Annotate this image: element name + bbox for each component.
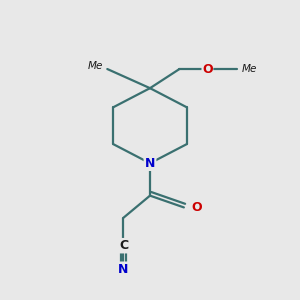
Text: N: N	[145, 157, 155, 170]
Text: O: O	[202, 62, 213, 76]
Text: C: C	[119, 239, 128, 252]
Text: Me: Me	[241, 64, 257, 74]
Text: Me: Me	[88, 61, 103, 71]
Text: N: N	[118, 263, 129, 276]
Text: O: O	[191, 201, 202, 214]
